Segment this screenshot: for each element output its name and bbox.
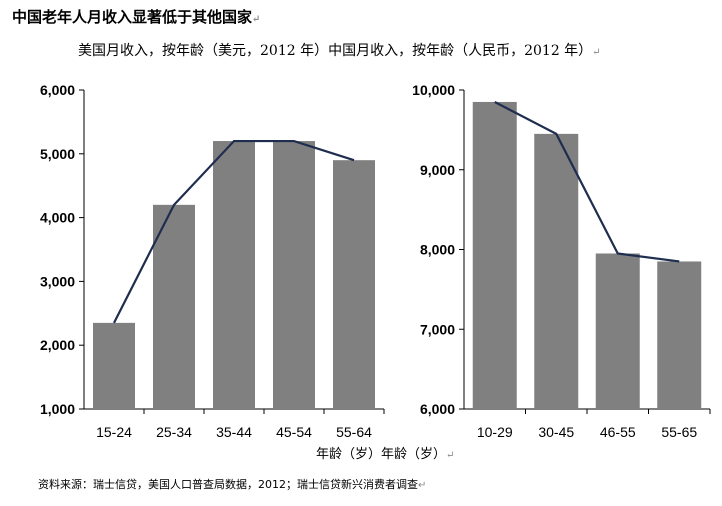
x-axis-label-right: 年龄（岁） (381, 447, 447, 462)
us-trend-line (113, 139, 355, 324)
cn-y-tick-label: 6,000 (420, 401, 455, 417)
us-bar (213, 141, 255, 410)
us-bar (153, 204, 195, 409)
cn-y-tick-label: 9,000 (420, 162, 455, 178)
subtitle-right: 中国月收入，按年龄（人民币，2012 年） (328, 43, 593, 59)
paragraph-mark: ↵ (592, 47, 601, 58)
us-x-tick-label: 55-64 (336, 424, 372, 440)
cn-y-tick-label: 7,000 (420, 321, 455, 337)
us-bar (273, 141, 315, 410)
cn-x-tick-label: 46-55 (600, 424, 636, 440)
us-y-tick-label: 2,000 (40, 337, 75, 353)
paragraph-mark: ↵ (252, 14, 261, 25)
chart-title: 中国老年人月收入显著低于其他国家↵ (12, 8, 261, 26)
us-y-tick-label: 6,000 (40, 82, 75, 98)
cn-bar (657, 261, 702, 409)
us-bar (333, 160, 375, 409)
us-bar (93, 322, 135, 409)
cn-y-tick-label: 10,000 (412, 82, 455, 98)
us-y-tick-label: 4,000 (40, 210, 75, 226)
us-x-tick-label: 25-34 (156, 424, 192, 440)
source-note: 资料来源：瑞士信贷，美国人口普查局数据，2012；瑞士信贷新兴消费者调查↵ (38, 478, 427, 491)
subtitles: 美国月收入，按年龄（美元，2012 年）中国月收入，按年龄（人民币，2012 年… (78, 40, 601, 60)
cn-x-tick-label: 55-65 (661, 424, 697, 440)
cn-bar (595, 253, 640, 409)
cn-y-tick-label: 8,000 (420, 242, 455, 258)
x-axis-label: 年龄（岁）年龄（岁）↵ (316, 443, 454, 462)
paragraph-mark: ↵ (418, 480, 427, 491)
us-y-tick-label: 3,000 (40, 273, 75, 289)
cn-trend-line (494, 100, 680, 263)
cn-bar (534, 133, 579, 410)
us-x-tick-label: 15-24 (96, 424, 132, 440)
us-y-tick-label: 1,000 (40, 401, 75, 417)
us-y-tick-label: 5,000 (40, 146, 75, 162)
us-x-tick-label: 35-44 (216, 424, 252, 440)
x-axis-label-left: 年龄（岁） (316, 447, 382, 462)
subtitle-left: 美国月收入，按年龄（美元，2012 年） (78, 43, 329, 59)
paragraph-mark: ↵ (446, 450, 455, 461)
cn-x-tick-label: 10-29 (477, 424, 513, 440)
us-x-tick-label: 45-54 (276, 424, 312, 440)
cn-bar (472, 101, 517, 410)
cn-x-tick-label: 30-45 (538, 424, 574, 440)
